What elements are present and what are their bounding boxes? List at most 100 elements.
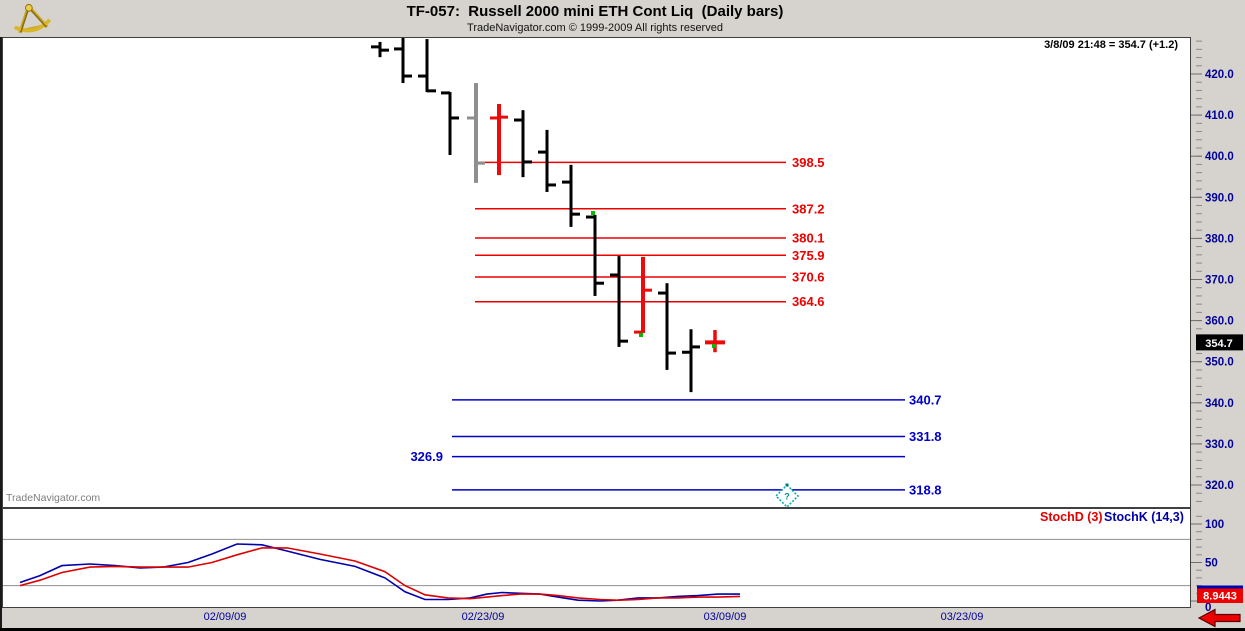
close-tick: [403, 74, 412, 78]
price-axis-label: 340.0: [1205, 398, 1234, 410]
price-chart-panel[interactable]: 398.5 387.2 380.1 375.9 370.6 364.6 340.7 331.8…: [2, 37, 1191, 508]
signal-dot: [639, 333, 643, 337]
stoch-axis-label: 0: [1205, 602, 1211, 614]
last-price-badge: [1196, 334, 1243, 351]
resistance-price-label: 375.9: [792, 248, 825, 263]
close-tick: [619, 339, 628, 343]
resistance-price-label: 398.5: [792, 155, 825, 170]
scroll-left-arrow[interactable]: [1197, 608, 1241, 628]
ohlc-bar: [689, 329, 693, 393]
price-axis-label: 350.0: [1205, 357, 1234, 369]
stochk-legend: StochK (14,3): [1104, 510, 1184, 524]
price-axis-label: 320.0: [1205, 480, 1234, 492]
ohlc-bar: [425, 39, 429, 93]
resistance-price-label: 370.6: [792, 270, 825, 285]
note-diamond-icon: [774, 483, 800, 507]
ohlc-bar: [569, 164, 573, 227]
price-axis-label: 380.0: [1205, 233, 1234, 245]
ohlc-bar: [545, 129, 549, 192]
chart-subtitle: TradeNavigator.com © 1999-2009 All right…: [467, 22, 723, 34]
price-axis-label: 370.0: [1205, 275, 1234, 287]
date-axis-label: 02/09/09: [203, 611, 247, 623]
support-price-label: 326.9: [410, 449, 443, 464]
open-tick: [658, 291, 667, 295]
open-tick: [610, 273, 619, 277]
close-tick: [499, 115, 508, 119]
signal-dot: [712, 344, 716, 348]
close-tick: [571, 212, 580, 216]
stochk-line: [19, 543, 740, 602]
ohlc-bar: [641, 256, 645, 333]
stochastic-panel[interactable]: StochD (3) StochK (14,3): [2, 508, 1191, 608]
note-question-glyph: ?: [784, 492, 790, 502]
open-tick: [586, 215, 595, 219]
open-tick: [371, 45, 380, 49]
price-axis-label: 400.0: [1205, 151, 1234, 163]
ohlc-bar: [474, 83, 478, 183]
resistance-price-label: 387.2: [792, 201, 825, 216]
price-chart-canvas: 398.5 387.2 380.1 375.9 370.6 364.6 340.7 331.8…: [371, 38, 942, 508]
chart-title: TF-057: Russell 2000 mini ETH Cont Liq (…: [406, 3, 784, 20]
time-axis[interactable]: 02/09/09 02/23/09 03/09/09 03/23/09: [2, 609, 1191, 628]
ohlc-bar: [521, 110, 525, 178]
open-tick: [538, 150, 547, 154]
support-price-label: 318.8: [909, 482, 942, 497]
price-axis-label: 360.0: [1205, 316, 1234, 328]
stochd-line: [19, 547, 741, 602]
close-tick: [595, 281, 604, 285]
ohlc-bar: [401, 38, 405, 84]
stochastic-canvas: [3, 538, 1190, 602]
price-axis-label: 410.0: [1205, 110, 1234, 122]
price-axis-label: 330.0: [1205, 439, 1234, 451]
open-tick: [467, 116, 476, 120]
stochd-value-badge-text: 8.9443: [1203, 591, 1237, 603]
ohlc-bar: [593, 214, 597, 296]
ohlc-bar: [665, 283, 669, 370]
ohlc-bar: [497, 104, 501, 176]
date-axis-label: 02/23/09: [461, 611, 505, 623]
close-tick: [450, 116, 459, 120]
support-price-label: 340.7: [909, 392, 942, 407]
close-tick: [547, 183, 556, 187]
ohlc-bar: [448, 92, 452, 155]
watermark: TradeNavigator.com: [6, 492, 101, 504]
date-axis-label: 03/23/09: [940, 611, 984, 623]
note-pin-icon: [785, 483, 789, 487]
resistance-price-label: 364.6: [792, 294, 825, 309]
open-tick: [418, 74, 427, 78]
bottom-border: [0, 628, 1245, 631]
price-axis[interactable]: 420.0 410.0 400.0 390.0 380.0 370.0 360.0 350.0…: [1191, 0, 1245, 628]
sextant-logo: [13, 3, 52, 33]
close-tick: [691, 345, 700, 349]
stochk-value-marker: [1197, 585, 1243, 589]
open-tick: [441, 91, 450, 95]
close-tick: [427, 89, 436, 93]
stochd-value-badge: [1197, 588, 1243, 603]
open-tick: [634, 330, 643, 334]
open-tick: [514, 118, 523, 122]
ohlc-bar-cross: [705, 340, 725, 345]
stoch-axis-label: 100: [1205, 519, 1224, 531]
price-axis-label: 390.0: [1205, 192, 1234, 204]
signal-dot: [591, 211, 595, 215]
last-price-badge-text: 354.7: [1205, 338, 1233, 350]
close-tick: [380, 48, 389, 52]
open-tick: [682, 350, 691, 354]
price-axis-canvas: 420.0 410.0 400.0 390.0 380.0 370.0 360.0 350.0…: [1191, 40, 1243, 628]
title-strip: TF-057: Russell 2000 mini ETH Cont Liq (…: [0, 0, 1245, 37]
price-axis-label: 420.0: [1205, 69, 1234, 81]
open-tick: [394, 47, 403, 51]
close-tick: [643, 288, 652, 292]
left-border: [0, 37, 2, 628]
support-price-label: 331.8: [909, 429, 942, 444]
stochd-legend: StochD (3): [1040, 510, 1103, 524]
open-tick: [562, 180, 571, 184]
cursor-info-readout: 3/8/09 21:48 = 354.7 (+1.2): [1044, 39, 1178, 51]
close-tick: [667, 351, 676, 355]
close-tick: [523, 160, 532, 164]
open-tick: [490, 116, 499, 120]
date-axis-label: 03/09/09: [703, 611, 747, 623]
note-marker[interactable]: ?: [774, 483, 800, 508]
stoch-axis-label: 50: [1205, 558, 1218, 570]
